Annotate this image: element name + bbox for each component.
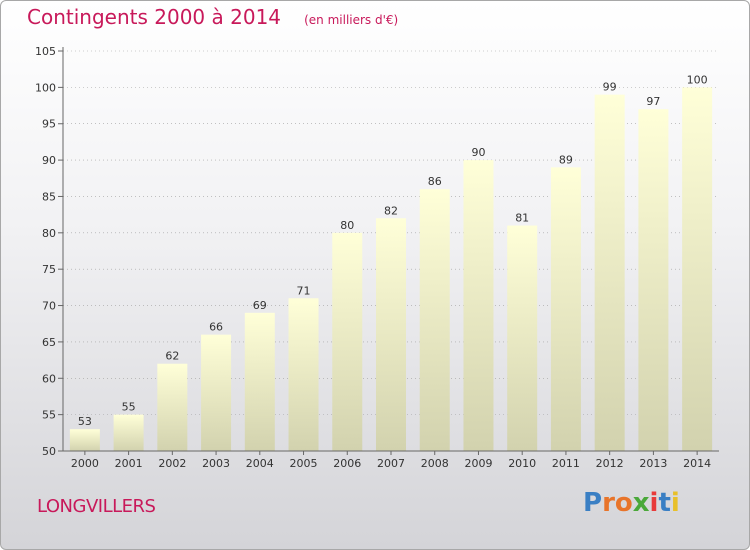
x-tick-label: 2008 [421,457,449,470]
bar-2012 [594,94,625,452]
bar-2010 [507,225,538,451]
bar-value-label: 53 [78,415,92,428]
y-tick-label: 55 [42,409,56,422]
bar-value-label: 55 [122,401,136,414]
bar-2011 [550,167,581,451]
bar-value-label: 99 [603,81,617,94]
bar-2007 [376,218,406,451]
bar-2004 [244,312,275,451]
bar-2006 [332,232,363,451]
bar-value-label: 82 [384,204,398,217]
y-tick-label: 85 [42,190,56,203]
y-tick-label: 60 [42,372,56,385]
bar-2003 [201,334,232,451]
bar-value-label: 66 [209,321,223,334]
bar-value-label: 86 [428,175,442,188]
bar-value-label: 71 [297,284,311,297]
y-tick-label: 75 [42,263,56,276]
bar-2013 [638,109,669,451]
bar-value-label: 62 [165,350,179,363]
bar-value-label: 89 [559,153,573,166]
logo-letter: r [602,488,615,518]
x-tick-label: 2010 [508,457,536,470]
x-tick-label: 2002 [158,457,186,470]
chart-subtitle: (en milliers d'€) [304,13,399,27]
bar-value-label: 80 [340,219,354,232]
y-tick-label: 65 [42,336,56,349]
logo-letter: i [670,488,680,518]
x-tick-label: 2004 [246,457,274,470]
x-tick-label: 2005 [290,457,318,470]
y-tick-label: 80 [42,227,56,240]
logo-letter: P [583,488,603,518]
chart-title-block: Contingents 2000 à 2014 (en milliers d'€… [27,5,398,29]
proxiti-logo: Proxiti [583,488,680,518]
y-tick-label: 100 [35,81,56,94]
bar-2002 [157,363,188,451]
bar-2008 [419,189,450,451]
x-tick-label: 2009 [464,457,492,470]
commune-name: LONGVILLERS [37,496,156,517]
y-tick-label: 50 [42,445,56,458]
y-tick-label: 70 [42,300,56,313]
x-tick-label: 2001 [115,457,143,470]
y-tick-label: 105 [35,45,56,58]
x-tick-label: 2007 [377,457,405,470]
y-tick-label: 95 [42,118,56,131]
x-tick-label: 2013 [639,457,667,470]
logo-letter: x [632,488,650,518]
logo-letter: t [658,488,671,518]
x-tick-label: 2012 [596,457,624,470]
bar-value-label: 69 [253,299,267,312]
x-tick-label: 2011 [552,457,580,470]
bar-2014 [682,87,713,451]
x-tick-label: 2003 [202,457,230,470]
chart-title: Contingents 2000 à 2014 [27,5,282,29]
bar-value-label: 90 [471,146,485,159]
x-tick-label: 2014 [683,457,711,470]
bar-2001 [113,414,144,451]
bar-value-label: 97 [646,95,660,108]
bar-2005 [288,298,319,451]
x-tick-label: 2000 [71,457,99,470]
bar-2000 [69,429,100,451]
bar-value-label: 100 [687,73,708,86]
logo-letter: i [649,488,659,518]
logo-letter: o [614,488,633,518]
y-tick-label: 90 [42,154,56,167]
bar-value-label: 81 [515,212,529,225]
bar-2009 [463,160,494,451]
x-tick-label: 2006 [333,457,361,470]
